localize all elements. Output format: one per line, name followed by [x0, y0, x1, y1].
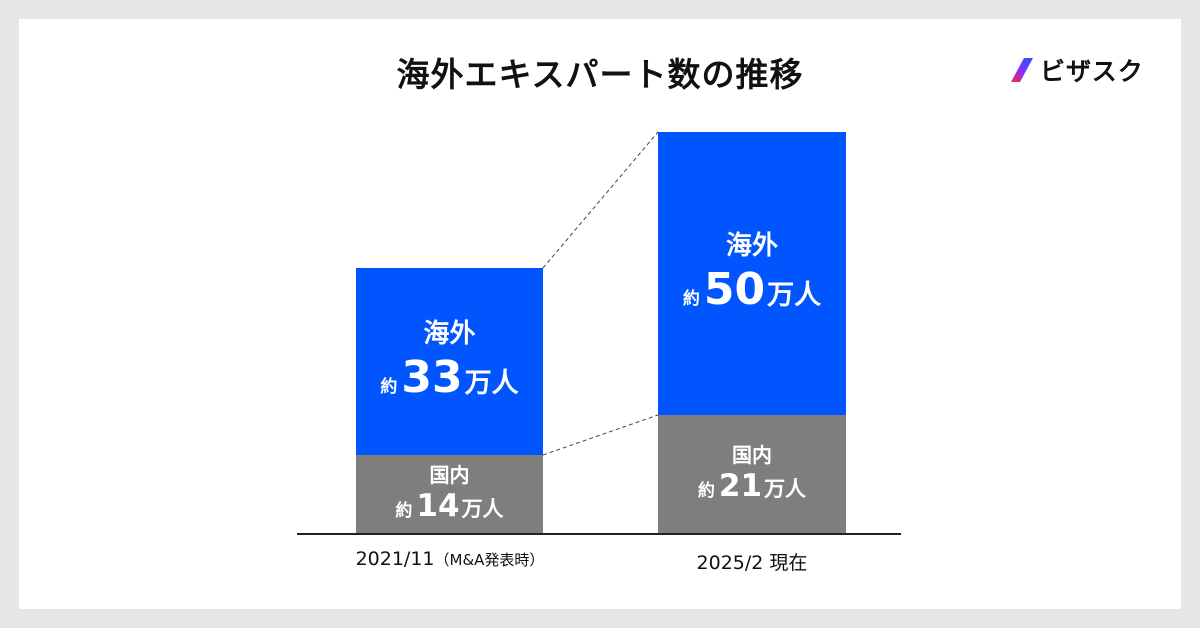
bar-2021-overseas: 海外 約 33 万人 [356, 268, 543, 455]
brand-name: ビザスク [1040, 57, 1144, 86]
bar-2025-overseas: 海外 約 50 万人 [658, 132, 846, 415]
chart-title: 海外エキスパート数の推移 [396, 55, 804, 94]
bar-2021-domestic: 国内 約 14 万人 [356, 455, 543, 533]
segment-value: 約 14 万人 [395, 488, 504, 525]
segment-name: 海外 [725, 231, 778, 262]
slash-gradient-icon [1011, 58, 1033, 82]
x-label-2025: 2025/2 現在 [696, 552, 808, 574]
bar-2025-domestic: 国内 約 21 万人 [658, 415, 846, 533]
brand-logo: ビザスク [1010, 52, 1144, 88]
x-label-2021: 2021/11（M&A発表時） [355, 548, 545, 570]
segment-name: 国内 [429, 463, 470, 488]
segment-value: 約 33 万人 [380, 352, 519, 403]
chart-card [19, 19, 1181, 609]
segment-name: 国内 [732, 443, 772, 468]
segment-value: 約 50 万人 [682, 264, 822, 315]
x-axis-baseline [297, 533, 901, 535]
segment-name: 海外 [423, 319, 476, 350]
segment-value: 約 21 万人 [697, 468, 807, 505]
